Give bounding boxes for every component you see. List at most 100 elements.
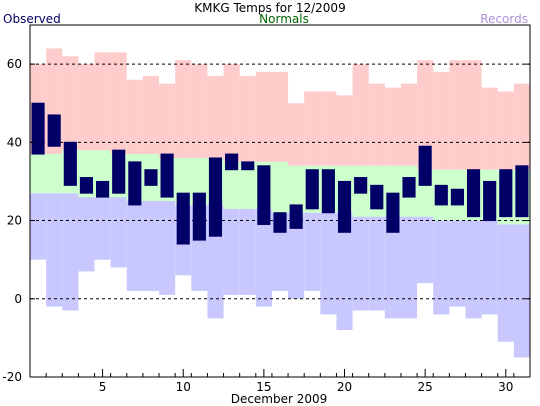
record-low-band-day-9 (159, 201, 176, 295)
observed-bar-day-1 (31, 102, 45, 155)
y-tick-label--20: -20 (2, 370, 22, 384)
record-high-band-day-27 (449, 60, 466, 170)
record-high-band-day-11 (191, 64, 208, 158)
x-tick-label-30: 30 (498, 380, 513, 394)
record-high-band-day-16 (271, 71, 289, 162)
observed-bar-day-10 (176, 192, 190, 245)
record-low-band-day-1 (30, 193, 47, 260)
record-low-band-day-7 (126, 201, 143, 291)
x-tick-label-20: 20 (337, 380, 352, 394)
record-low-band-day-29 (481, 220, 498, 315)
normal-band-day-17 (288, 165, 305, 213)
observed-bar-day-6 (112, 149, 126, 194)
observed-bar-day-8 (144, 169, 158, 186)
observed-bar-day-14 (241, 161, 255, 171)
record-low-band-day-28 (465, 220, 482, 319)
record-low-band-day-14 (239, 208, 256, 295)
record-low-band-day-15 (255, 208, 272, 307)
legend-records: Records (480, 12, 528, 26)
record-high-band-day-10 (175, 60, 192, 158)
observed-bar-day-29 (483, 180, 497, 222)
y-tick-label-0: 0 (14, 292, 22, 306)
normal-band-day-2 (46, 154, 63, 194)
record-high-band-day-5 (94, 52, 111, 151)
record-high-band-day-4 (78, 64, 95, 151)
observed-bar-day-27 (450, 188, 464, 206)
record-high-band-day-21 (352, 64, 369, 166)
y-tick-label-20: 20 (7, 214, 22, 228)
gridline-layer (30, 63, 530, 300)
observed-bar-day-24 (402, 177, 416, 198)
record-low-band-day-17 (288, 212, 305, 299)
observed-bar-day-13 (225, 153, 239, 171)
legend-observed: Observed (3, 12, 61, 26)
record-high-band-day-31 (513, 83, 530, 170)
x-tick-label-25: 25 (418, 380, 433, 394)
axis-layer: -20 0 20 40 60 5 10 15 20 25 30 (2, 57, 530, 394)
record-high-band-day-28 (465, 60, 482, 170)
observed-bar-day-26 (434, 184, 448, 206)
record-low-band-day-25 (417, 216, 434, 284)
record-high-band-day-8 (142, 75, 160, 155)
record-high-band-day-15 (255, 71, 272, 162)
plot-frame (29, 24, 531, 378)
record-high-band-day-14 (239, 75, 256, 162)
observed-bar-day-18 (305, 169, 319, 210)
record-high-band-day-18 (304, 91, 321, 166)
record-low-band-day-27 (449, 220, 466, 307)
y-tick-label-40: 40 (7, 135, 22, 149)
record-high-band-day-19 (320, 91, 337, 166)
record-low-band-day-20 (336, 212, 353, 331)
record-low-band-day-3 (62, 193, 79, 311)
observed-bar-day-7 (128, 161, 142, 206)
observed-bar-day-2 (47, 114, 61, 147)
record-high-band-day-9 (159, 83, 176, 158)
x-axis-label: December 2009 (231, 392, 328, 406)
record-low-band-day-2 (46, 193, 63, 307)
normal-band-day-13 (223, 161, 240, 209)
observed-bar-day-17 (289, 204, 303, 229)
observed-bar-day-3 (63, 141, 77, 186)
normal-band-day-1 (30, 154, 47, 194)
observed-bar-day-5 (96, 180, 110, 198)
record-high-band-day-24 (400, 83, 418, 166)
observed-bar-day-11 (192, 192, 206, 241)
record-high-band-day-6 (110, 52, 127, 155)
record-low-band-day-30 (497, 224, 514, 342)
record-low-band-day-19 (320, 212, 337, 315)
record-high-band-day-20 (336, 95, 353, 166)
chart-title: KMKG Temps for 12/2009 (194, 1, 345, 15)
record-high-band-day-12 (207, 75, 224, 158)
observed-bar-day-9 (160, 153, 174, 198)
record-low-band-day-23 (384, 216, 401, 319)
observed-bar-day-23 (386, 192, 400, 233)
record-high-band-day-22 (368, 83, 385, 166)
observed-bar-day-16 (273, 212, 287, 233)
x-tick-label-5: 5 (99, 380, 107, 394)
observed-bar-day-31 (515, 165, 529, 218)
observed-bar-day-20 (337, 180, 352, 233)
observed-bar-day-22 (370, 184, 384, 210)
observed-bar-day-30 (499, 169, 513, 218)
record-high-band-day-7 (126, 79, 143, 155)
observed-bar-day-28 (466, 169, 481, 218)
x-tick-label-10: 10 (176, 380, 191, 394)
record-low-band-day-22 (368, 216, 385, 311)
observed-bar-day-25 (418, 145, 432, 186)
record-high-band-day-3 (62, 56, 79, 151)
observed-bar-day-4 (79, 177, 94, 194)
observed-bar-day-19 (321, 169, 335, 214)
record-low-band-day-18 (304, 212, 321, 291)
observed-bar-layer (31, 102, 529, 245)
observed-bar-day-12 (208, 157, 223, 237)
record-high-band-day-29 (481, 87, 498, 170)
record-high-band-day-13 (223, 64, 240, 162)
record-low-band-day-21 (352, 216, 369, 311)
observed-bar-day-15 (257, 165, 271, 225)
legend-normals: Normals (259, 12, 309, 26)
x-tick-label-15: 15 (256, 380, 271, 394)
normal-band-day-16 (271, 161, 289, 213)
record-low-band-day-31 (513, 224, 530, 358)
normal-band-day-14 (239, 161, 256, 209)
